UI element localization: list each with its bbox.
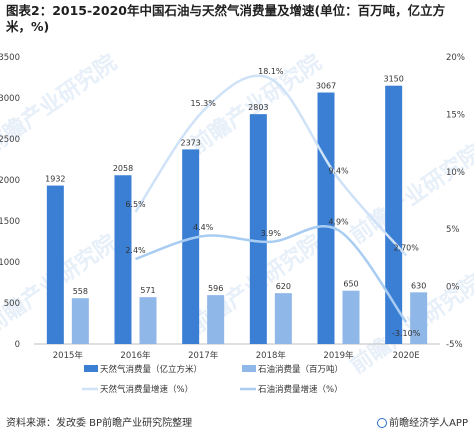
source-note: 资料来源：发改委 BP前瞻产业研究院整理 [6,418,193,429]
y-right-tick-label: 10% [446,168,465,178]
gas-bar [385,85,403,344]
axes: 0 500 1000 1500 2000 2500 3000 3500 -5% 0% 5% 10% 15… [0,53,465,361]
gas-bar [317,92,335,344]
bars [46,85,428,345]
legend-label: 天然气消费量（亿立方米） [100,364,202,375]
gas-growth-label: 18.1% [258,67,284,76]
x-tick-label: 2017年 [188,350,219,361]
gas-growth-label: 9.4% [328,167,349,176]
gas-growth-line [134,74,408,257]
x-tick-label: 2016年 [120,350,151,361]
oil-growth-label: 2.4% [125,246,146,255]
gas-bar [114,175,132,344]
oil-growth-label: 4.9% [328,217,349,226]
oil-growth-label: 3.9% [261,229,282,238]
gas-bar-label: 2803 [248,103,268,112]
oil-bar [71,298,89,344]
oil-bar [274,293,292,344]
chart: 前瞻产业研究院前瞻产业研究院前瞻产业研究院前瞻产业研究院前瞻产业研究院前瞻产业研… [0,49,474,395]
x-tick-label: 2015年 [53,350,84,361]
oil-bar-label: 630 [411,281,426,290]
y-left-tick-label: 500 [4,299,20,309]
oil-bar [139,297,157,344]
brand-logo-icon [377,418,388,428]
oil-bar-label: 558 [73,287,88,296]
gas-bar-label: 3067 [316,82,336,91]
lines [134,74,408,323]
oil-bar-label: 620 [276,282,291,291]
legend-label: 石油消费量（百万吨） [258,364,343,375]
y-left-tick-label: 2500 [0,135,20,145]
y-right-tick-label: 15% [446,110,465,120]
data-labels: 1932 2058 2373 2803 3067 3150 558 571 596 620 650 6… [45,67,426,338]
gas-bar [182,149,200,344]
gas-growth-label: 15.3% [190,99,216,108]
oil-growth-line [135,225,408,323]
oil-growth-label: 4.4% [193,223,214,232]
gas-bar [46,185,64,344]
gas-growth-label: 2.70% [393,244,419,253]
x-tick-label: 2018年 [256,350,287,361]
y-left-tick-label: 3500 [0,53,20,63]
y-left-tick-label: 1500 [0,217,20,227]
y-left-tick-label: 1000 [0,258,20,268]
x-tick-label: 2019年 [323,350,354,361]
y-right-tick-label: -5% [446,340,463,350]
legend-swatch [242,365,256,372]
chart-title: 图表2：2015-2020年中国石油与天然气消费量及增速(单位：百万吨，亿立方米… [6,3,446,34]
y-right-tick-label: 0% [446,283,460,293]
oil-growth-label: -3.10% [392,329,421,338]
legend-label: 天然气消费量增速（%） [100,384,193,395]
oil-bar [207,295,225,344]
gas-bar [249,114,267,345]
y-left-tick-label: 3000 [0,94,20,104]
oil-bar-label: 650 [343,280,358,289]
y-right-tick-label: 20% [446,53,465,63]
brand: 前瞻经济学人APP [377,414,468,429]
gas-growth-label: 6.5% [125,200,146,209]
y-right-tick-label: 5% [446,225,460,235]
footer: 资料来源：发改委 BP前瞻产业研究院整理 前瞻经济学人APP [6,412,468,430]
oil-bar-label: 571 [140,286,155,295]
legend-label: 石油消费量增速（%） [258,384,343,395]
legend-swatch [84,365,98,372]
legend: 天然气消费量（亿立方米） 石油消费量（百万吨） 天然气消费量增速（%） 石油消费量增速… [82,364,343,395]
x-tick-label: 2020E [393,351,420,361]
gas-bar-label: 3150 [383,75,403,84]
oil-bar [410,292,428,344]
y-left-tick-label: 0 [15,340,20,350]
oil-bar [342,290,360,344]
gas-bar-label: 2058 [113,164,133,173]
y-left-tick-label: 2000 [0,176,20,186]
brand-label: 前瞻经济学人APP [389,418,468,429]
oil-bar-label: 596 [208,284,223,293]
gas-bar-label: 2373 [180,138,200,147]
gas-bar-label: 1932 [45,175,65,184]
